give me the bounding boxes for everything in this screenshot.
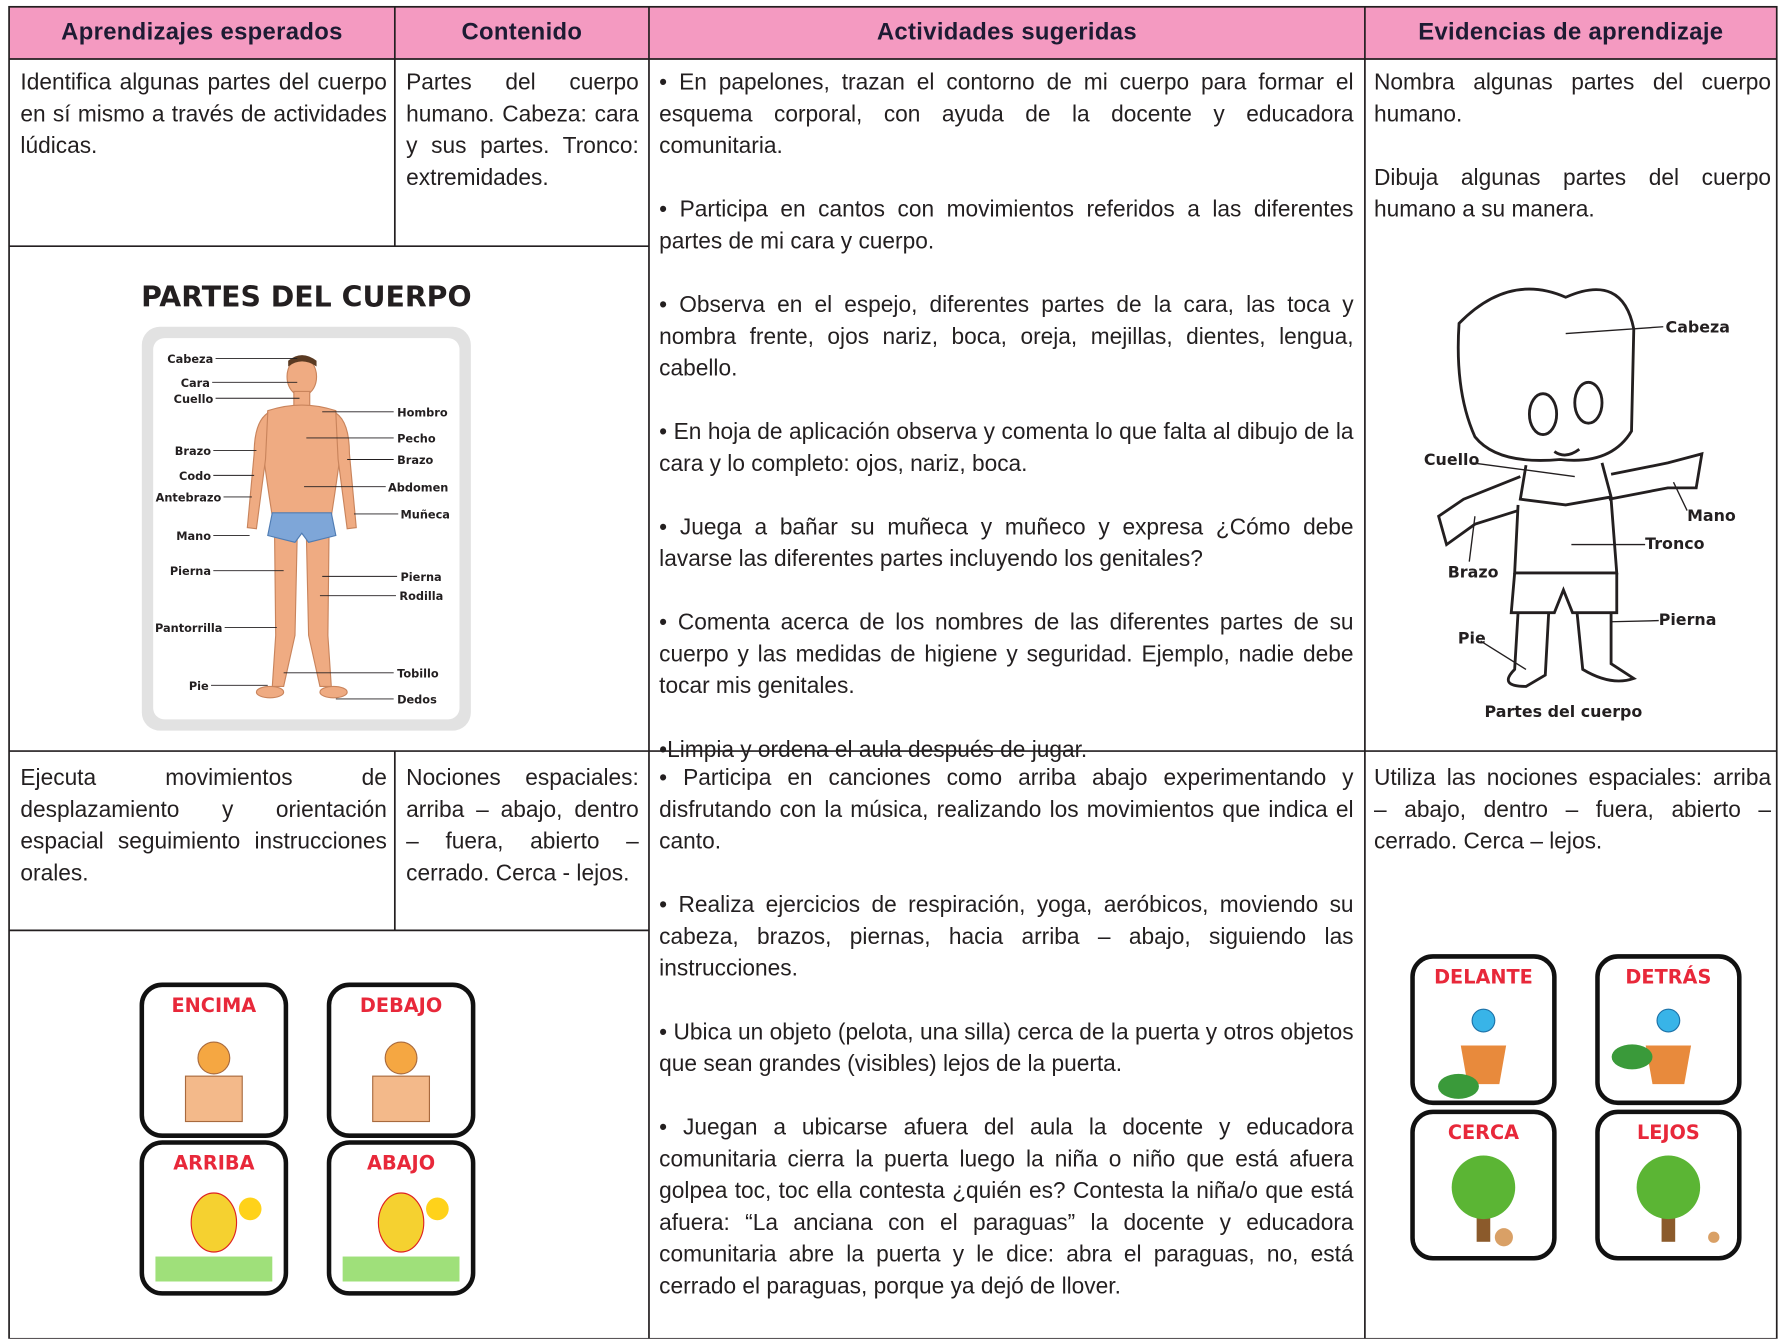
illustration — [426, 1197, 449, 1221]
figure-label: Cara — [181, 376, 210, 390]
paragraph: • En papelones, trazan el contorno de mi… — [659, 70, 1354, 159]
card-label: ENCIMA — [172, 994, 257, 1017]
illustration — [1636, 1155, 1701, 1220]
card: ARRIBA — [139, 1140, 289, 1296]
illustration — [190, 1192, 238, 1253]
paragraph: Nombra algunas partes del cuerpo humano. — [1373, 70, 1772, 128]
cell: Identifica algunas partes del cuerpo en … — [20, 70, 387, 159]
illustration — [1451, 1155, 1516, 1220]
illustration — [1708, 1231, 1720, 1243]
cell: Partes del cuerpo humano. Cabeza: cara y… — [406, 70, 639, 191]
header-band — [9, 6, 1777, 59]
figure-label: Hombro — [397, 405, 448, 419]
card: ENCIMA — [139, 982, 289, 1138]
paragraph: Dibuja algunas partes del cuerpo humano … — [1373, 165, 1772, 223]
figure-label: Pecho — [397, 431, 436, 445]
figure-label: Rodilla — [399, 589, 443, 603]
figure-label: Cuello — [174, 392, 214, 406]
illustration — [1611, 1044, 1653, 1070]
paragraph: • Participa en canciones como arriba aba… — [659, 765, 1354, 855]
figure-label: Abdomen — [388, 480, 448, 494]
illustration — [342, 1256, 460, 1282]
grid-lines — [8, 5, 1778, 1339]
figure-label: Cabeza — [1666, 317, 1730, 336]
figure-label: Antebrazo — [156, 490, 222, 504]
figure-label: Dedos — [397, 692, 437, 706]
paragraph: • Realiza ejercicios de respiración, yog… — [659, 892, 1354, 982]
card-label: LEJOS — [1637, 1121, 1700, 1144]
card: ABAJO — [326, 1140, 476, 1296]
illustration — [372, 1075, 431, 1123]
figure-label: Muñeca — [401, 507, 450, 521]
card: CERCA — [1410, 1109, 1557, 1261]
illustration — [377, 1192, 425, 1253]
figure-label: Cuello — [1424, 450, 1480, 469]
card: LEJOS — [1595, 1109, 1742, 1261]
cell: Nombra algunas partes del cuerpo humano.… — [1374, 67, 1771, 258]
figure-label: Tronco — [1645, 534, 1705, 553]
figure-label: Mano — [1687, 506, 1736, 525]
body-figure: PARTES DEL CUERPO — [141, 279, 472, 731]
figure-label: Pie — [1458, 628, 1486, 647]
figure-label: Pierna — [1659, 610, 1717, 629]
child-figure — [1436, 287, 1704, 688]
cell: Utiliza las nociones espaciales: arriba … — [1374, 762, 1771, 889]
illustration — [1494, 1228, 1513, 1247]
figure-label: Brazo — [175, 444, 211, 458]
figure-caption: Partes del cuerpo — [1485, 702, 1643, 721]
paragraph: • En hoja de aplicación observa y coment… — [659, 419, 1354, 477]
paragraph: Utiliza las nociones espaciales: arriba … — [1373, 765, 1772, 855]
header-cell: Evidencias de aprendizaje — [1418, 19, 1724, 46]
figure-title: PARTES DEL CUERPO — [141, 280, 472, 313]
cards: ENCIMA DEBAJO ARRIBA ABAJO DELANTE DETRÁS CERC… — [139, 954, 1742, 1296]
paragraph: • Juegan a ubicarse afuera del aula la d… — [659, 1115, 1354, 1300]
illustration — [1438, 1073, 1479, 1099]
paragraph: • Juega a bañar su muñeca y muñeco y exp… — [659, 515, 1354, 572]
card-label: DETRÁS — [1625, 966, 1711, 989]
figure-label: Pierna — [170, 564, 211, 578]
cell: Ejecuta movimientos de desplazamiento y … — [20, 765, 387, 887]
cell: Nociones espaciales: arriba – abajo, den… — [406, 765, 639, 887]
figure-label: Pantorrilla — [155, 621, 222, 635]
illustration — [184, 1075, 243, 1123]
figure-label: Brazo — [397, 453, 433, 467]
figure-label: Pie — [189, 679, 209, 693]
paragraph: • Participa en cantos con movimientos re… — [659, 197, 1354, 255]
card-label: CERCA — [1448, 1121, 1519, 1144]
illustration — [1656, 1008, 1681, 1033]
card: DELANTE — [1410, 954, 1557, 1106]
header-cell: Aprendizajes esperados — [61, 19, 343, 46]
paragraph: • Ubica un objeto (pelota, una silla) ce… — [659, 1019, 1354, 1077]
paragraph: •Limpia y ordena el aula después de juga… — [659, 737, 1088, 763]
figure-label: Pierna — [401, 570, 442, 584]
illustration — [1471, 1008, 1496, 1033]
illustration — [1645, 1045, 1692, 1085]
illustration — [238, 1197, 262, 1221]
cell: • Participa en canciones como arriba aba… — [659, 762, 1353, 1334]
figure-label: Tobillo — [397, 666, 439, 680]
figure-label: Mano — [176, 529, 211, 543]
figure-label: Codo — [179, 469, 211, 483]
header-cell: Contenido — [461, 19, 583, 46]
illustration — [155, 1256, 273, 1282]
figure-label: Cabeza — [167, 352, 213, 366]
card-label: DEBAJO — [360, 994, 442, 1017]
figure-label: Brazo — [1448, 562, 1499, 581]
card: DETRÁS — [1595, 954, 1742, 1106]
card: DEBAJO — [326, 982, 476, 1138]
paragraph: • Comenta acerca de los nombres de las d… — [659, 610, 1354, 699]
illustration — [197, 1041, 231, 1075]
cell: • En papelones, trazan el contorno de mi… — [659, 67, 1353, 798]
header-cell: Actividades sugeridas — [876, 19, 1137, 46]
card-label: ARRIBA — [173, 1152, 254, 1175]
card-label: DELANTE — [1434, 966, 1533, 989]
paragraph: • Observa en el espejo, diferentes parte… — [659, 292, 1354, 382]
illustration — [1460, 1045, 1507, 1085]
illustration — [384, 1041, 418, 1075]
card-label: ABAJO — [367, 1152, 435, 1175]
